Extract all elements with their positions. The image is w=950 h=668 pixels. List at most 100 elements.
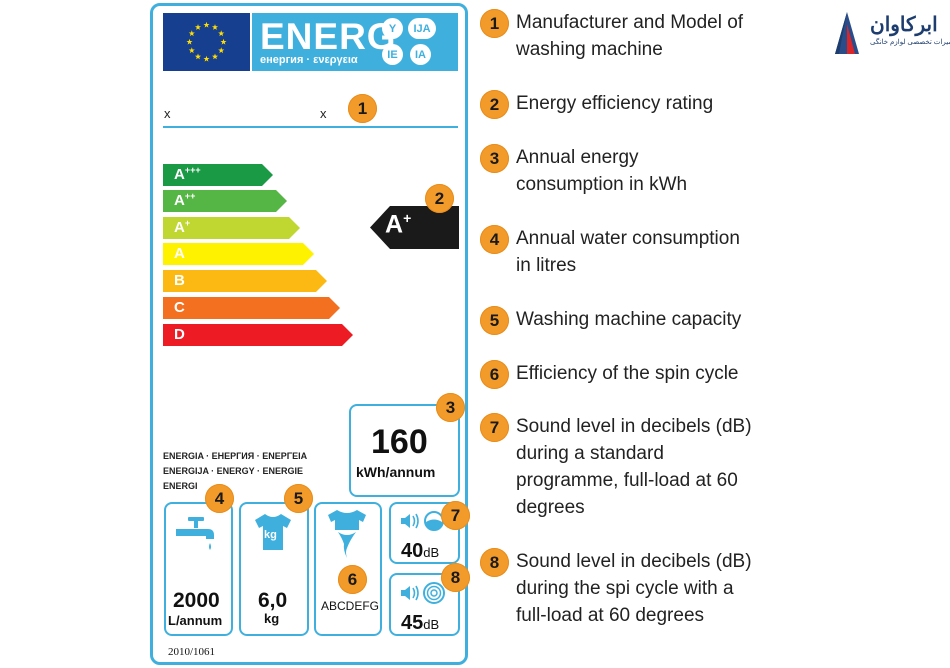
energy-class-bar: D: [163, 324, 353, 346]
water-consumption-unit: L/annum: [168, 613, 223, 628]
water-consumption-value: 2000: [173, 589, 220, 612]
legend-line: full-load at 60 degrees: [516, 605, 705, 626]
legend-line: Annual water consumption: [516, 228, 740, 249]
capacity-value: 6,0: [258, 589, 288, 612]
energy-class-label: B: [174, 272, 185, 289]
legend-line: Sound level in decibels (dB): [516, 416, 752, 437]
energy-class-label: A+++: [174, 165, 201, 183]
eu-star-icon: [188, 47, 195, 54]
energy-class-bar: A: [163, 243, 314, 265]
legend-item-text: Manufacturer and Model of washing machine: [516, 9, 743, 63]
energy-rating-value: A+: [385, 210, 412, 239]
legend-line: Efficiency of the spin cycle: [516, 363, 739, 384]
brand-logo-icon: [835, 12, 859, 54]
legend-line: during the spi cycle with a: [516, 578, 734, 599]
spin-noise-icon: [401, 582, 445, 604]
legend-item-text: Energy efficiency rating: [516, 90, 713, 117]
language-mark: IA: [410, 44, 431, 65]
energy-header-subtitle: енергия · ενεργεια: [260, 54, 358, 66]
model-field: x: [320, 106, 327, 121]
energy-language-line: ENERGIJA · ENERGY · ENERGIE: [163, 466, 304, 476]
callout-badge-5: 5: [284, 484, 313, 513]
energy-class-label: A: [174, 245, 185, 262]
legend-item-text: Annual water consumption in litres: [516, 225, 740, 279]
energy-class-bar: B: [163, 270, 327, 292]
callout-badge-7: 7: [441, 501, 470, 530]
energy-rating-arrow: [370, 206, 459, 249]
callout-badge-6: 6: [338, 565, 367, 594]
energy-class-bar: C: [163, 297, 340, 319]
eu-star-icon: [194, 53, 202, 60]
eu-star-icon: [186, 38, 193, 45]
legend-line: Washing machine capacity: [516, 309, 742, 330]
water-consumption-box: [164, 502, 233, 636]
callout-badge-3: 3: [436, 393, 465, 422]
legend-line: Manufacturer and Model of: [516, 12, 744, 33]
energy-consumption-value: 160: [371, 423, 428, 461]
eu-star-icon: [203, 21, 210, 28]
legend-badge-1: 1: [480, 9, 509, 38]
spin-noise-value: 45dB: [401, 612, 440, 634]
legend-badge-3: 3: [480, 144, 509, 173]
eu-star-icon: [220, 38, 227, 45]
energy-header-word: ENERG: [260, 16, 397, 57]
callout-badge-8: 8: [441, 563, 470, 592]
legend-line: Annual energy: [516, 147, 639, 168]
eu-star-icon: [194, 24, 202, 30]
energy-language-line: ENERGI: [163, 481, 198, 491]
eu-star-icon: [211, 24, 219, 30]
legend-badge-8: 8: [480, 548, 509, 577]
legend-item-text: Sound level in decibels (dB) during the s…: [516, 548, 752, 629]
capacity-unit: kg: [264, 611, 280, 626]
legend-line: Energy efficiency rating: [516, 93, 714, 114]
eu-star-icon: [218, 47, 225, 54]
energy-consumption-unit: kWh/annum: [356, 464, 436, 480]
spin-shirt-icon: [328, 510, 366, 558]
energy-class-label: A+: [174, 218, 191, 236]
tshirt-icon: [255, 514, 291, 550]
callout-badge-2: 2: [425, 184, 454, 213]
capacity-icon-label: kg: [264, 529, 277, 541]
legend-badge-6: 6: [480, 360, 509, 389]
legend-line: Sound level in decibels (dB): [516, 551, 752, 572]
energy-class-bar: A++: [163, 190, 287, 212]
brand-tagline: تعمیرات تخصصی لوازم خانگی: [870, 39, 950, 46]
brand-name: ابرکاوان: [870, 14, 938, 36]
model-underline: [163, 126, 458, 128]
language-mark: Y: [382, 18, 403, 39]
wash-noise-value: 40dB: [401, 540, 440, 562]
energy-class-label: C: [174, 299, 185, 316]
energy-class-bar: A+++: [163, 164, 273, 186]
wash-noise-icon: [401, 511, 444, 531]
energy-class-label: D: [174, 326, 185, 343]
manufacturer-field: x: [164, 106, 171, 121]
spin-efficiency-classes: ABCDEFG: [321, 599, 380, 613]
callout-badge-4: 4: [205, 484, 234, 513]
eu-flag-icon: [163, 13, 250, 71]
eu-star-icon: [188, 30, 195, 37]
legend-line: during a standard: [516, 443, 664, 464]
legend-item-text: Annual energy consumption in kWh: [516, 144, 687, 198]
energy-class-label: A++: [174, 191, 196, 209]
legend-line: in litres: [516, 255, 577, 276]
legend-line: washing machine: [516, 39, 663, 60]
legend-badge-4: 4: [480, 225, 509, 254]
legend-badge-7: 7: [480, 413, 509, 442]
energy-language-line: ENERGIA · ЕНЕРГИЯ · ΕΝΕΡΓΕΙΑ: [163, 451, 308, 461]
energy-class-bar: A+: [163, 217, 300, 239]
callout-badge-1: 1: [348, 94, 377, 123]
legend-item-text: Washing machine capacity: [516, 306, 741, 333]
language-mark: IJA: [408, 18, 436, 39]
language-mark: IE: [382, 44, 403, 65]
legend-item-text: Efficiency of the spin cycle: [516, 360, 738, 387]
regulation-number: 2010/1061: [168, 646, 216, 658]
wash-noise-box: [389, 502, 460, 564]
legend-badge-2: 2: [480, 90, 509, 119]
legend-line: degrees: [516, 497, 585, 518]
legend-badge-5: 5: [480, 306, 509, 335]
energy-header-banner: ENERG енергия · ενεργεια Y IJA IE IA: [252, 13, 458, 71]
eu-star-icon: [218, 30, 225, 37]
eu-star-icon: [211, 53, 219, 60]
energy-language-list: ENERGIA · ЕНЕРГИЯ · ΕΝΕΡΓΕΙΑ ENERGIJA · …: [163, 449, 307, 494]
legend-line: programme, full-load at 60: [516, 470, 738, 491]
